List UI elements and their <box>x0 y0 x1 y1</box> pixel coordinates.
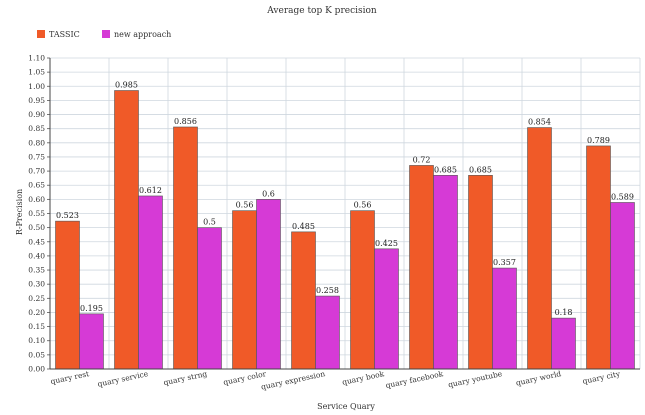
data-label: 0.195 <box>80 304 103 313</box>
y-tick-label: 0.60 <box>28 195 45 204</box>
bar-new-approach <box>197 227 222 370</box>
data-label: 0.856 <box>174 117 197 126</box>
x-tick-label: quary city <box>582 369 622 386</box>
y-axis-title: R-Precision <box>15 189 24 235</box>
y-tick-label: 0.75 <box>28 152 45 161</box>
bar-tassic <box>468 175 493 370</box>
axes <box>49 58 640 370</box>
bar-new-approach <box>79 313 104 370</box>
legend: TASSIC new approach <box>37 30 171 39</box>
data-label: 0.6 <box>262 189 275 198</box>
y-tick-label: 1.05 <box>28 68 45 77</box>
bar-tassic <box>114 90 139 370</box>
data-label: 0.589 <box>611 192 634 201</box>
bar-new-approach <box>315 295 340 370</box>
y-tick-label: 0.50 <box>28 223 45 232</box>
legend-swatch-tassic <box>37 30 45 38</box>
y-tick-label: 0.00 <box>28 365 45 374</box>
data-label: 0.425 <box>375 239 398 248</box>
y-tick-label: 0.85 <box>28 124 45 133</box>
data-label: 0.5 <box>203 218 216 227</box>
bar-new-approach <box>551 317 576 370</box>
x-tick-label: quary strng <box>163 369 208 387</box>
y-tick-label: 0.90 <box>28 110 45 119</box>
y-tick-label: 0.05 <box>28 350 45 359</box>
x-tick-label: quary facebook <box>385 369 445 390</box>
bar-tassic <box>232 210 257 370</box>
y-tick-label: 0.95 <box>28 96 45 105</box>
x-tick-label: quary book <box>341 369 385 387</box>
x-tick-label: quary world <box>515 369 562 387</box>
bar-new-approach <box>610 202 635 370</box>
y-tick-label: 0.30 <box>28 280 45 289</box>
y-tick-label: 0.15 <box>28 322 45 331</box>
data-label: 0.523 <box>56 211 79 220</box>
data-label: 0.685 <box>469 165 492 174</box>
data-label: 0.56 <box>354 201 372 210</box>
y-axis-ticks: 0.00 0.05 0.10 0.15 0.20 0.25 0.30 0.35 0.40 0.45… <box>28 54 50 374</box>
y-tick-label: 0.45 <box>28 237 45 246</box>
data-label: 0.985 <box>115 81 138 90</box>
y-tick-label: 0.55 <box>28 209 45 218</box>
data-label: 0.18 <box>555 308 573 317</box>
y-tick-label: 0.70 <box>28 167 45 176</box>
bar-tassic <box>527 127 552 370</box>
legend-swatch-new-approach <box>102 30 110 38</box>
bar-new-approach <box>374 248 399 370</box>
bar-tassic <box>350 210 375 370</box>
data-label: 0.854 <box>528 118 551 127</box>
y-tick-label: 0.10 <box>28 336 45 345</box>
y-tick-label: 0.65 <box>28 181 45 190</box>
bar-new-approach <box>433 175 458 370</box>
data-label: 0.258 <box>316 286 339 295</box>
y-tick-label: 0.40 <box>28 251 45 260</box>
y-tick-label: 0.25 <box>28 294 45 303</box>
bar-new-approach <box>492 267 517 370</box>
data-label: 0.357 <box>493 258 516 267</box>
y-tick-label: 0.20 <box>28 308 45 317</box>
data-label: 0.789 <box>587 136 610 145</box>
y-tick-label: 0.35 <box>28 266 45 275</box>
x-axis-ticks: quary rest quary service quary strng quary … <box>50 369 622 392</box>
x-axis-title: Service Quary <box>317 402 375 411</box>
legend-label-tassic: TASSIC <box>49 30 80 39</box>
data-label: 0.485 <box>292 222 315 231</box>
data-label: 0.612 <box>139 186 162 195</box>
chart-title: Average top K precision <box>266 6 377 16</box>
y-tick-label: 1.10 <box>28 54 45 63</box>
x-tick-label: quary service <box>97 369 150 389</box>
bar-tassic <box>55 220 80 370</box>
data-label: 0.56 <box>236 201 254 210</box>
x-tick-label: quary expression <box>260 369 326 391</box>
data-labels: 0.523 0.195 0.985 0.612 0.856 0.5 0.56 0.6 0.485… <box>56 81 634 318</box>
data-label: 0.685 <box>434 165 457 174</box>
bars <box>55 90 635 370</box>
legend-label-new-approach: new approach <box>114 30 171 39</box>
x-tick-label: quary youtube <box>447 369 503 389</box>
bar-tassic <box>409 165 434 370</box>
data-label: 0.72 <box>413 155 431 164</box>
bar-tassic <box>586 145 611 370</box>
y-tick-label: 1.00 <box>28 82 45 91</box>
x-tick-label: quary rest <box>50 369 90 386</box>
y-tick-label: 0.80 <box>28 138 45 147</box>
bar-tassic <box>291 231 316 370</box>
bar-new-approach <box>256 199 281 370</box>
bar-new-approach <box>138 195 163 370</box>
bar-tassic <box>173 126 198 370</box>
